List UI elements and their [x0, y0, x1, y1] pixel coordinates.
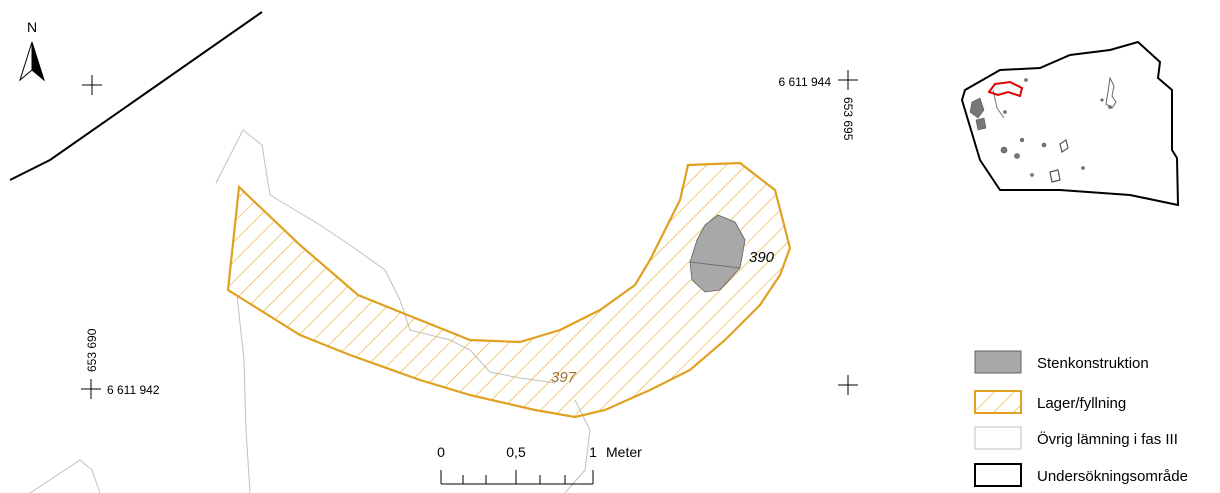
grid-cross-top-right	[838, 70, 858, 90]
legend-label-area: Undersökningsområde	[1037, 468, 1188, 485]
north-arrow-icon	[19, 41, 45, 82]
legend-swatch-stone	[974, 350, 1022, 374]
easting-label-bottom: 653 690	[85, 328, 99, 372]
stone-construction-390	[689, 214, 746, 293]
stone-label: 390	[749, 249, 775, 266]
scale-tick-half: 0,5	[506, 444, 526, 460]
trench-boundary-line	[9, 11, 263, 181]
north-arrow-label: N	[27, 19, 37, 35]
layer-label: 397	[551, 369, 577, 386]
legend-swatch-area	[974, 463, 1022, 487]
legend-swatch-layer	[974, 390, 1022, 414]
northing-label-bottom: 6 611 942	[107, 383, 160, 397]
scale-tick-1: 1	[589, 444, 597, 460]
grid-cross-top-left	[82, 75, 102, 95]
northing-label-top: 6 611 944	[779, 75, 832, 89]
scale-bar	[440, 470, 594, 485]
legend-label-layer: Lager/fyllning	[1037, 395, 1126, 412]
scale-unit: Meter	[606, 444, 642, 460]
grid-cross-bottom-right	[838, 375, 858, 395]
scale-tick-0: 0	[437, 444, 445, 460]
legend	[974, 350, 1022, 487]
legend-label-other: Övrig lämning i fas III	[1037, 430, 1178, 448]
easting-label-top: 653 695	[841, 97, 855, 141]
layer-fill-polygon-397	[226, 161, 792, 419]
grid-cross-bottom-left	[81, 379, 101, 399]
legend-swatch-other	[974, 426, 1022, 450]
legend-label-stone: Stenkonstruktion	[1037, 355, 1149, 372]
overview-inset-map	[960, 40, 1180, 207]
